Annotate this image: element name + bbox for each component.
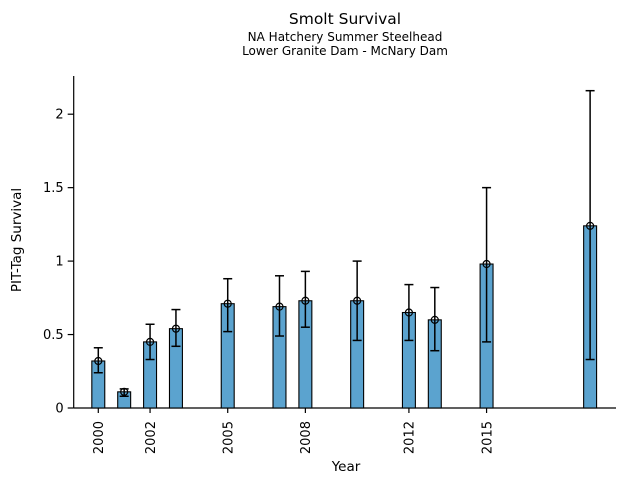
- point-marker-2001: [120, 387, 129, 396]
- x-tick-label-2015: 2015: [480, 421, 495, 454]
- y-tick-label-1: 1: [55, 255, 63, 270]
- point-marker-2012: [404, 308, 414, 317]
- y-axis-label: PIT-Tag Survival: [9, 187, 25, 293]
- x-tick-label-2000: 2000: [92, 421, 107, 454]
- point-marker-2008: [301, 296, 310, 305]
- x-axis-label: Year: [331, 459, 361, 475]
- point-marker-2013: [430, 315, 439, 324]
- y-tick-label-2: 2: [55, 108, 63, 123]
- x-tick-label-2008: 2008: [299, 421, 314, 454]
- x-tick-label-2002: 2002: [144, 421, 159, 454]
- y-tick-label-1.5: 1.5: [43, 181, 64, 196]
- point-marker-2000: [94, 356, 103, 366]
- chart-title: Smolt Survival: [288, 10, 402, 28]
- x-tick-label-2012: 2012: [403, 421, 418, 454]
- point-marker-2003: [171, 324, 181, 333]
- point-marker-2019: [586, 221, 595, 230]
- point-marker-2010: [353, 296, 362, 305]
- x-tick-label-2005: 2005: [221, 421, 236, 454]
- chart-subtitle-line2: Lower Granite Dam - McNary Dam: [242, 44, 448, 58]
- point-marker-2002: [145, 337, 155, 346]
- point-marker-2015: [482, 259, 491, 269]
- point-marker-2005: [223, 299, 232, 308]
- point-marker-2007: [275, 302, 284, 311]
- y-tick-label-0.5: 0.5: [43, 328, 64, 343]
- y-tick-label-0: 0: [55, 402, 63, 417]
- chart-subtitle-line1: NA Hatchery Summer Steelhead: [247, 30, 443, 44]
